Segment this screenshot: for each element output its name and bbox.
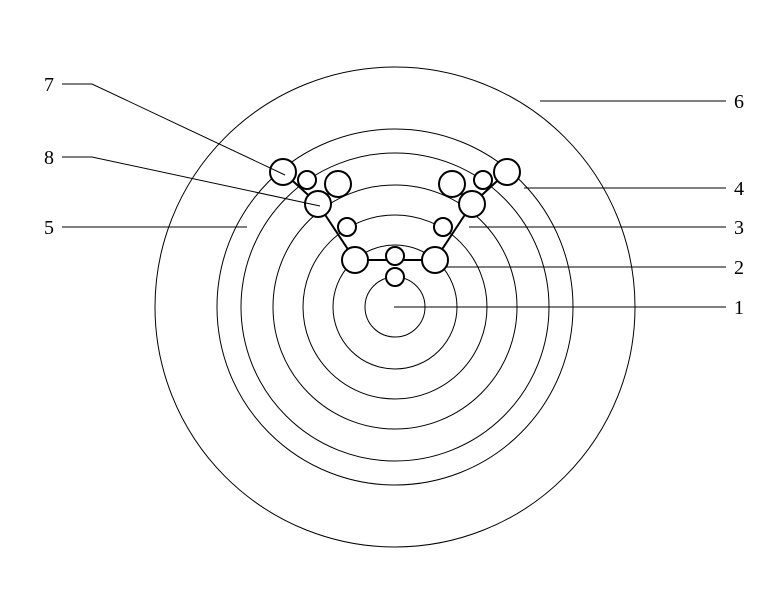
callout-label: 8 <box>44 147 54 169</box>
callout-label: 7 <box>44 74 54 96</box>
node-circle <box>338 218 356 236</box>
node-circle <box>459 191 485 217</box>
callout-label: 4 <box>734 178 744 200</box>
callout-label: 6 <box>734 91 744 113</box>
callout-label: 1 <box>734 297 744 319</box>
node-circle <box>270 159 296 185</box>
node-circle <box>434 218 452 236</box>
node-circle <box>342 247 368 273</box>
node-circle <box>439 171 465 197</box>
technical-diagram: 1 2 3 4 6 5 8 7 <box>0 0 774 590</box>
callout-label: 3 <box>734 217 744 239</box>
node-circle <box>422 247 448 273</box>
leader-line <box>62 84 285 175</box>
node-circle <box>386 268 404 286</box>
callout-label: 5 <box>44 217 54 239</box>
node-circle <box>386 247 404 265</box>
node-circle <box>325 171 351 197</box>
node-circle <box>474 171 492 189</box>
callout-label: 2 <box>734 257 744 279</box>
node-circle <box>494 159 520 185</box>
node-circle <box>298 171 316 189</box>
